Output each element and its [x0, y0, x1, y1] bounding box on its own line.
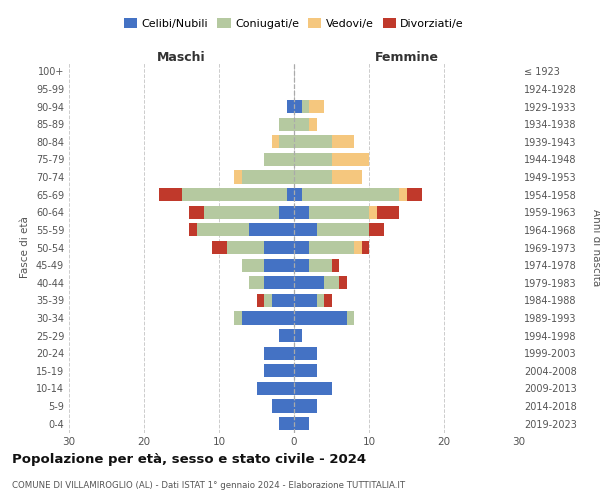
- Text: Femmine: Femmine: [374, 52, 439, 64]
- Text: Maschi: Maschi: [157, 52, 206, 64]
- Bar: [279, 417, 294, 430]
- Bar: [331, 135, 354, 148]
- Bar: [227, 241, 264, 254]
- Bar: [294, 400, 317, 412]
- Bar: [279, 118, 294, 131]
- Bar: [294, 258, 309, 272]
- Bar: [294, 206, 309, 219]
- Bar: [271, 400, 294, 412]
- Bar: [347, 312, 354, 324]
- Bar: [264, 258, 294, 272]
- Bar: [279, 206, 294, 219]
- Bar: [249, 276, 264, 289]
- Bar: [309, 258, 331, 272]
- Bar: [257, 382, 294, 395]
- Bar: [317, 294, 324, 307]
- Bar: [294, 312, 347, 324]
- Text: Popolazione per età, sesso e stato civile - 2024: Popolazione per età, sesso e stato civil…: [12, 452, 366, 466]
- Bar: [212, 241, 227, 254]
- Bar: [189, 224, 197, 236]
- Bar: [317, 224, 369, 236]
- Bar: [294, 276, 324, 289]
- Bar: [264, 294, 271, 307]
- Bar: [241, 258, 264, 272]
- Bar: [204, 206, 279, 219]
- Bar: [294, 241, 309, 254]
- Bar: [241, 170, 294, 183]
- Bar: [369, 224, 384, 236]
- Bar: [234, 170, 241, 183]
- Y-axis label: Fasce di età: Fasce di età: [20, 216, 30, 278]
- Bar: [309, 100, 324, 113]
- Bar: [249, 224, 294, 236]
- Bar: [159, 188, 182, 201]
- Bar: [309, 118, 317, 131]
- Bar: [294, 170, 331, 183]
- Bar: [331, 153, 369, 166]
- Bar: [234, 312, 241, 324]
- Bar: [294, 382, 331, 395]
- Bar: [241, 312, 294, 324]
- Bar: [264, 276, 294, 289]
- Bar: [182, 188, 287, 201]
- Bar: [264, 241, 294, 254]
- Bar: [399, 188, 407, 201]
- Bar: [197, 224, 249, 236]
- Bar: [271, 135, 279, 148]
- Bar: [369, 206, 377, 219]
- Bar: [294, 153, 331, 166]
- Bar: [309, 206, 369, 219]
- Bar: [407, 188, 421, 201]
- Y-axis label: Anni di nascita: Anni di nascita: [590, 209, 600, 286]
- Bar: [294, 188, 302, 201]
- Bar: [264, 364, 294, 378]
- Bar: [331, 258, 339, 272]
- Bar: [257, 294, 264, 307]
- Bar: [294, 417, 309, 430]
- Bar: [287, 188, 294, 201]
- Text: COMUNE DI VILLAMIROGLIO (AL) - Dati ISTAT 1° gennaio 2024 - Elaborazione TUTTITA: COMUNE DI VILLAMIROGLIO (AL) - Dati ISTA…: [12, 481, 405, 490]
- Bar: [324, 276, 339, 289]
- Bar: [279, 135, 294, 148]
- Bar: [309, 241, 354, 254]
- Bar: [361, 241, 369, 254]
- Bar: [294, 329, 302, 342]
- Bar: [339, 276, 347, 289]
- Bar: [302, 188, 399, 201]
- Bar: [271, 294, 294, 307]
- Bar: [377, 206, 399, 219]
- Bar: [294, 100, 302, 113]
- Bar: [302, 100, 309, 113]
- Bar: [294, 364, 317, 378]
- Bar: [331, 170, 361, 183]
- Bar: [294, 346, 317, 360]
- Bar: [189, 206, 204, 219]
- Bar: [294, 224, 317, 236]
- Bar: [294, 135, 331, 148]
- Bar: [294, 294, 317, 307]
- Bar: [287, 100, 294, 113]
- Bar: [354, 241, 361, 254]
- Bar: [279, 329, 294, 342]
- Bar: [264, 346, 294, 360]
- Legend: Celibi/Nubili, Coniugati/e, Vedovi/e, Divorziati/e: Celibi/Nubili, Coniugati/e, Vedovi/e, Di…: [122, 16, 466, 32]
- Bar: [294, 118, 309, 131]
- Bar: [324, 294, 331, 307]
- Bar: [264, 153, 294, 166]
